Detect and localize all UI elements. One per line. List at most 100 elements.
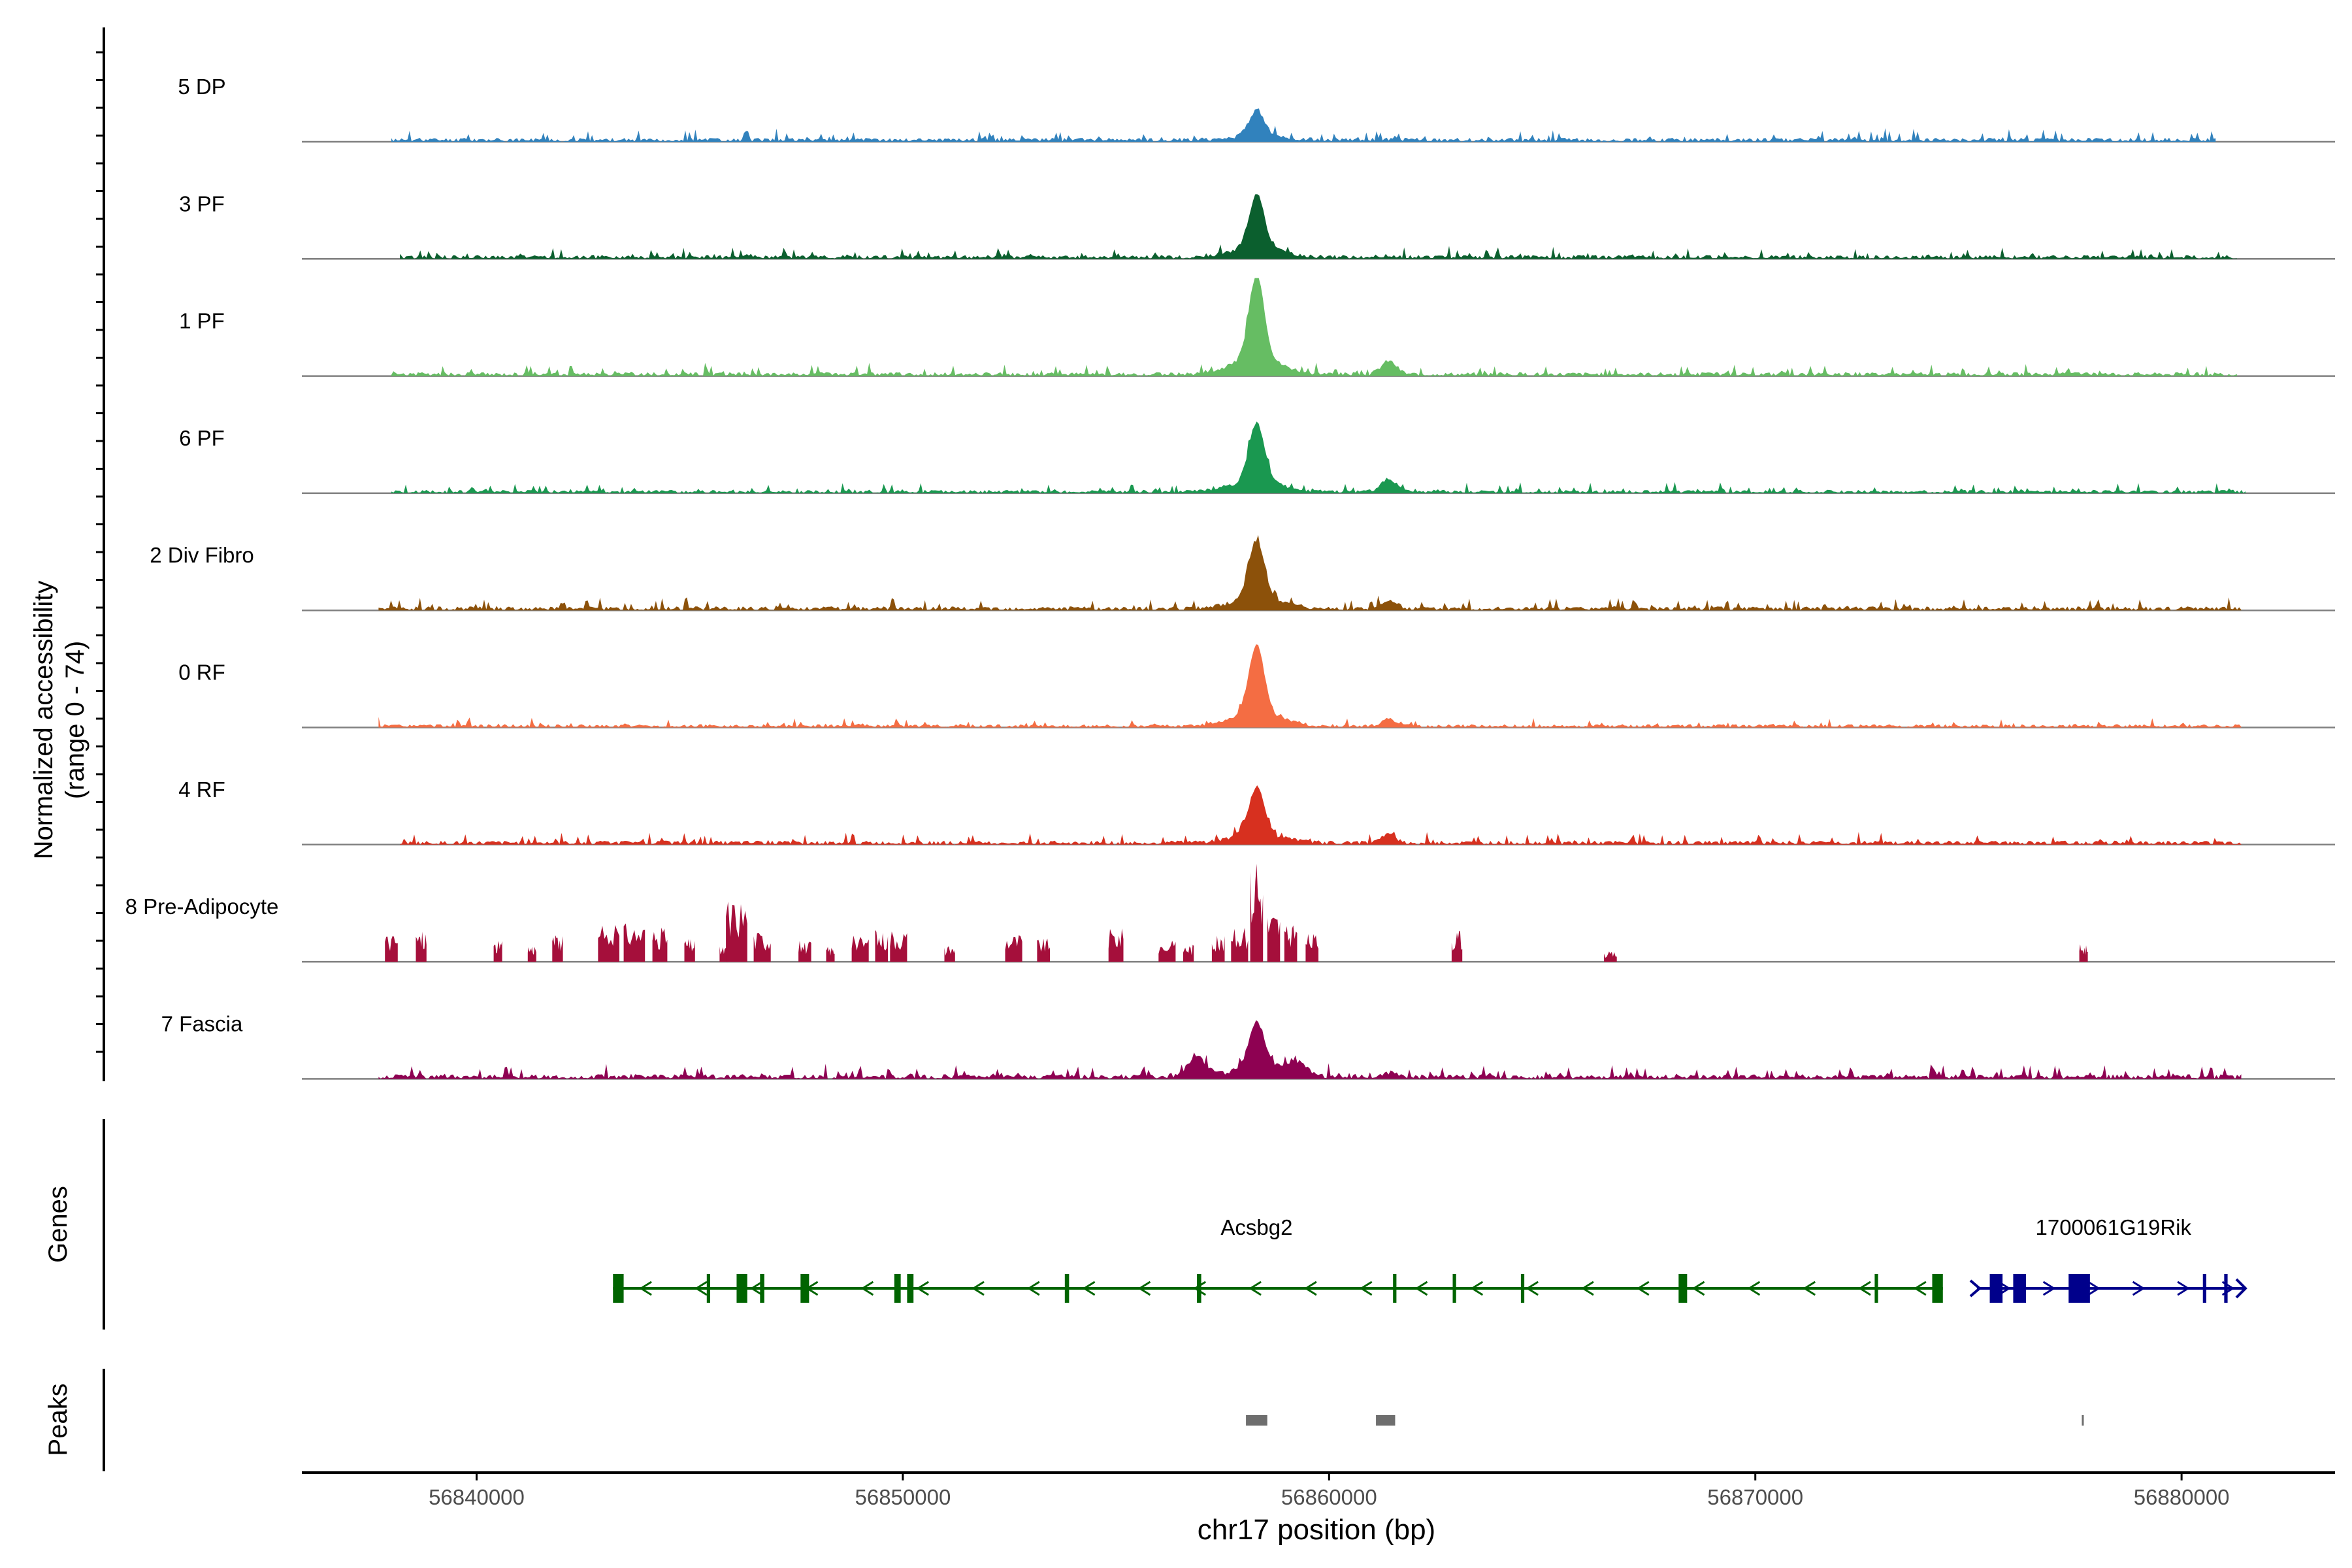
gene-exon (1393, 1274, 1397, 1303)
coverage-tracks: 5 DP 3 PF 1 PF 6 PF 2 Div Fibro 0 RF 4 RF 8 Pre… (125, 74, 2335, 1080)
gene-exon (1520, 1274, 1525, 1303)
track-label: 2 Div Fibro (150, 543, 254, 567)
coverage-block (1158, 940, 1176, 962)
x-tick-label: 56870000 (1707, 1485, 1803, 1509)
gene-acsbg2: Acsbg2 (613, 1215, 1943, 1303)
strand-chevron (1249, 1281, 1262, 1296)
strand-chevron (1691, 1281, 1705, 1296)
track-label: 0 RF (178, 661, 225, 685)
strand-chevron (1636, 1281, 1650, 1296)
track-8-pre-adipocyte: 8 Pre-Adipocyte (125, 864, 2335, 963)
coverage-block (1451, 930, 1463, 962)
coverage-block (684, 939, 695, 962)
coverage-block (1305, 934, 1318, 962)
track-4-rf: 4 RF (178, 777, 2335, 846)
coverage-block (1037, 938, 1050, 962)
coverage-block (1108, 928, 1124, 962)
strand-chevron (1581, 1281, 1594, 1296)
gene-annotation-track: Acsbg2 1700061G19Rik (613, 1215, 2247, 1303)
gene-exon (894, 1274, 901, 1303)
gene-label: Acsbg2 (1220, 1215, 1292, 1239)
coverage-block (798, 941, 811, 962)
x-tick-label: 56860000 (1281, 1485, 1377, 1509)
x-tick-label: 56850000 (855, 1485, 951, 1509)
strand-chevron (1803, 1281, 1816, 1296)
strand-chevron (639, 1281, 652, 1296)
strand-arrow (2235, 1278, 2247, 1299)
strand-chevron (1914, 1281, 1927, 1296)
track-7-fascia: 7 Fascia (161, 1011, 2335, 1080)
track-label: 3 PF (179, 191, 225, 216)
strand-chevron (749, 1281, 763, 1296)
track-2-div-fibro: 2 Div Fibro (150, 534, 2335, 612)
x-axis-label: chr17 position (bp) (1198, 1514, 1435, 1546)
gene-exon (800, 1274, 809, 1303)
coverage-block (851, 936, 869, 962)
coverage-block (1183, 945, 1194, 962)
coverage-block (1250, 864, 1264, 962)
gene-exon (2068, 1274, 2090, 1303)
strand-chevron (1747, 1281, 1761, 1296)
track-label: 4 RF (178, 777, 225, 802)
coverage-block (1604, 951, 1617, 962)
genes-axis-label: Genes (44, 1186, 73, 1263)
strand-chevron (2132, 1281, 2146, 1296)
coverage-block (890, 931, 907, 962)
track-label: 5 DP (178, 74, 225, 99)
strand-chevron (2221, 1281, 2235, 1296)
coverage-block (1211, 936, 1225, 962)
strand-chevron (2177, 1281, 2190, 1296)
coverage-block (826, 947, 835, 962)
y-axis-label-line2: (range 0 - 74) (61, 641, 90, 799)
gene-exon (613, 1274, 624, 1303)
coverage-block (623, 923, 645, 962)
coverage-block (1284, 925, 1298, 962)
coverage-block (753, 933, 771, 962)
coverage-area (378, 1020, 2242, 1079)
strand-chevron (2042, 1281, 2056, 1296)
peak-region (1246, 1415, 1267, 1426)
gene-exon (907, 1274, 914, 1303)
peak-region (1376, 1415, 1396, 1426)
coverage-block (416, 932, 427, 962)
gene-label: 1700061G19Rik (2035, 1215, 2191, 1239)
coverage-block (385, 936, 398, 962)
coverage-block (1005, 935, 1022, 962)
gene-exon (760, 1274, 764, 1303)
gene-exon (706, 1274, 711, 1303)
gene-exon (2013, 1274, 2027, 1303)
coverage-block (2079, 944, 2088, 962)
track-label: 1 PF (179, 309, 225, 333)
strand-chevron (1998, 1281, 2011, 1296)
strand-chevron (972, 1281, 985, 1296)
x-tick-label: 56840000 (429, 1485, 525, 1509)
gene-exon (2202, 1274, 2206, 1303)
track-5-dp: 5 DP (178, 74, 2335, 143)
coverage-block (1267, 917, 1281, 962)
strand-arrow (1969, 1279, 1982, 1298)
track-label: 6 PF (179, 426, 225, 450)
gene-exon (1932, 1274, 1943, 1303)
strand-chevron (1304, 1281, 1317, 1296)
peak-region (2082, 1415, 2084, 1426)
coverage-block (944, 946, 955, 962)
strand-chevron (1137, 1281, 1151, 1296)
peaks-axis-label: Peaks (44, 1383, 73, 1456)
strand-chevron (694, 1281, 708, 1296)
gene-exon (1452, 1274, 1456, 1303)
strand-chevron (1526, 1281, 1539, 1296)
accessibility-y-axis (96, 27, 105, 1081)
coverage-block (652, 927, 668, 962)
strand-chevron (1359, 1281, 1373, 1296)
track-6-pf: 6 PF (179, 421, 2335, 495)
coverage-block (875, 930, 889, 962)
coverage-block (552, 935, 563, 962)
strand-chevron (1193, 1281, 1207, 1296)
coverage-block (527, 947, 536, 962)
gene-exon (1874, 1274, 1878, 1303)
track-3-pf: 3 PF (179, 191, 2335, 260)
track-label: 7 Fascia (161, 1011, 243, 1036)
gene-exon (2224, 1274, 2228, 1303)
